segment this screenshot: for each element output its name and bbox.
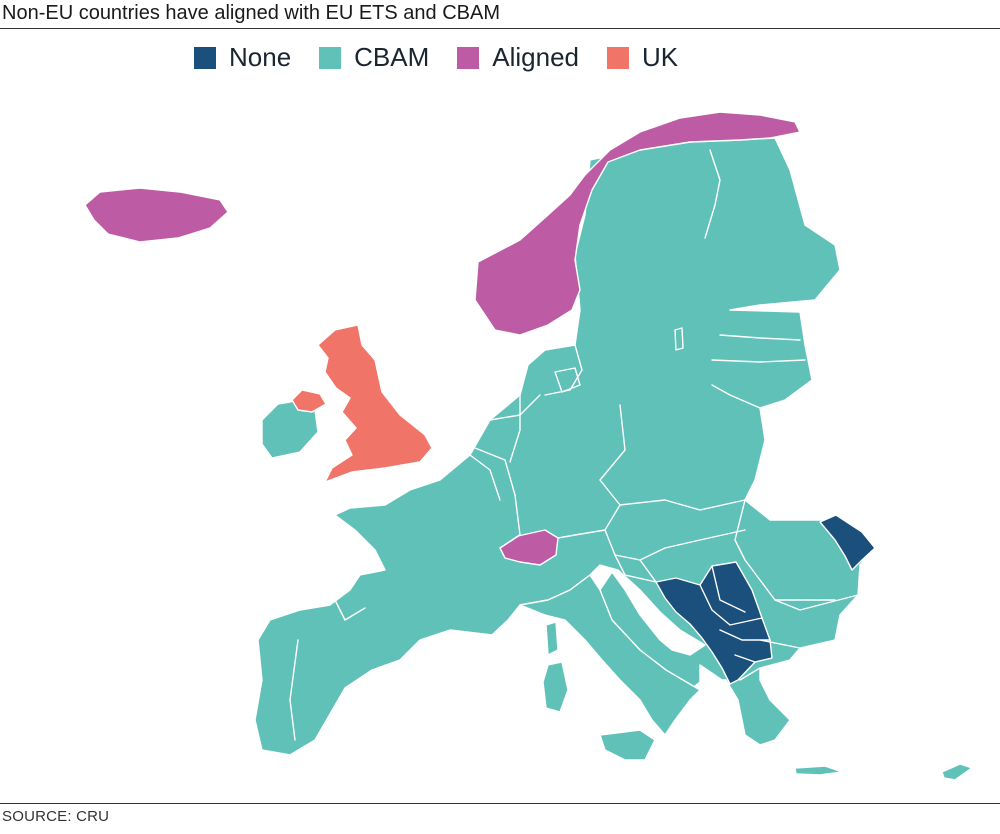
country-borders (289, 149, 859, 741)
country-italy (519, 574, 701, 736)
legend-swatch-aligned (457, 46, 480, 69)
country-iceland (84, 187, 229, 243)
source-note: SOURCE: CRU (2, 808, 110, 825)
legend-label-cbam: CBAM (354, 42, 430, 72)
legend-swatch-uk (607, 46, 630, 69)
country-moldova (819, 514, 876, 571)
country-corsica (545, 621, 559, 656)
country-cyprus (941, 763, 973, 781)
legend-swatch-none (194, 46, 216, 69)
country-norway (474, 111, 801, 336)
country-sardinia (542, 661, 569, 713)
country-gotland (674, 327, 684, 351)
chart-title: Non-EU countries have aligned with EU ET… (2, 2, 501, 24)
legend-item-aligned: Aligned (457, 42, 579, 73)
title-divider (0, 28, 1000, 29)
country-crete (794, 765, 843, 776)
country-sicily (599, 729, 656, 761)
legend-item-uk: UK (607, 42, 678, 73)
country-denmark-islands (554, 367, 581, 393)
legend-label-aligned: Aligned (492, 42, 580, 72)
legend-item-cbam: CBAM (319, 42, 429, 73)
country-great-britain (317, 324, 433, 483)
legend-label-uk: UK (642, 42, 679, 72)
legend-item-none: None (194, 42, 291, 73)
legend: None CBAM Aligned UK (194, 42, 678, 73)
legend-swatch-cbam (319, 46, 342, 69)
country-northern-ireland (291, 389, 327, 413)
footer-divider (0, 803, 1000, 804)
legend-label-none: None (229, 42, 292, 72)
